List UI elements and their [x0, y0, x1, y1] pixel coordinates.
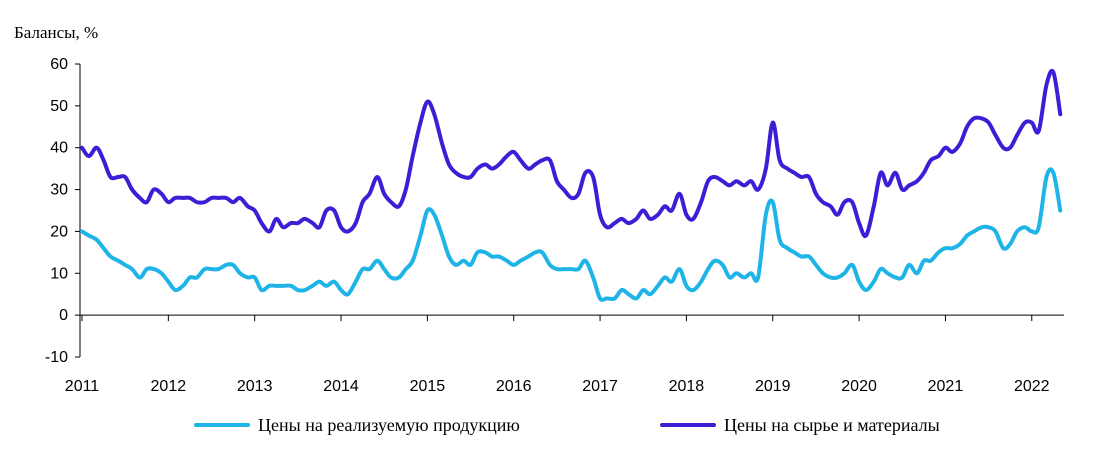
y-tick-label: 0 — [59, 307, 68, 324]
x-tick-label: 2015 — [410, 378, 446, 395]
series-layer — [80, 68, 1063, 302]
x-tick-label: 2018 — [669, 378, 705, 395]
x-tick-label: 2012 — [151, 378, 187, 395]
y-tick-label: 60 — [50, 56, 68, 73]
y-tick-label: 10 — [50, 265, 68, 282]
y-axis-label: Балансы, % — [14, 23, 98, 42]
series-line-1 — [80, 167, 1063, 302]
y-tick-label: 30 — [50, 182, 68, 199]
legend-label: Цены на сырье и материалы — [724, 415, 940, 435]
series-line-2 — [80, 68, 1063, 239]
x-tick-label: 2014 — [323, 378, 359, 395]
x-tick-label: 2022 — [1014, 378, 1050, 395]
y-tick-label: 50 — [50, 98, 68, 115]
x-axis: 2011 2012 2013 2014 2015 2016 2017 2018 2019 2020… — [65, 314, 1064, 395]
y-tick-label: 20 — [50, 223, 68, 240]
legend-label: Цены на реализуемую продукцию — [258, 415, 520, 435]
x-tick-label: 2016 — [496, 378, 532, 395]
x-tick-label: 2020 — [841, 378, 877, 395]
legend-item-2: Цены на сырье и материалы — [660, 415, 940, 435]
y-tick-label: 40 — [50, 140, 68, 157]
y-axis: -10 0 10 20 30 40 50 60 — [45, 56, 81, 366]
x-tick-label: 2019 — [755, 378, 791, 395]
legend-item-1: Цены на реализуемую продукцию — [194, 415, 520, 435]
legend: Цены на реализуемую продукцию Цены на сыр… — [194, 415, 940, 435]
x-tick-label: 2017 — [582, 378, 618, 395]
x-tick-label: 2013 — [237, 378, 273, 395]
x-tick-label: 2011 — [65, 378, 100, 395]
x-tick-label: 2021 — [928, 378, 964, 395]
y-tick-label: -10 — [45, 349, 68, 366]
